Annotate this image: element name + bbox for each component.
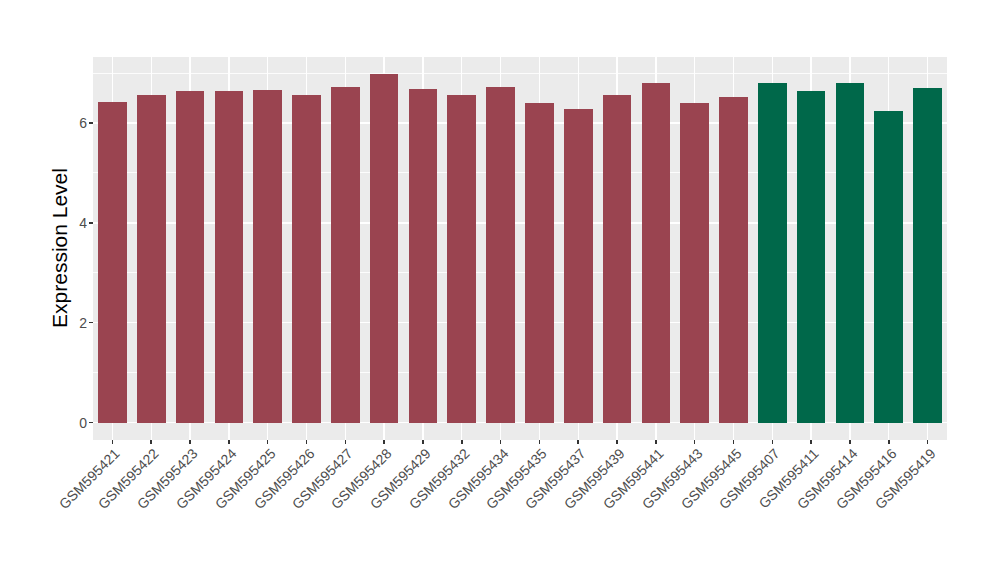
y-tick-label-2: 2	[47, 314, 87, 332]
bar-GSM595424	[215, 91, 244, 422]
y-tick-label-0: 0	[47, 414, 87, 432]
x-tick-mark-GSM595441	[655, 440, 657, 444]
bar-GSM595422	[137, 95, 166, 423]
bar-GSM595426	[292, 95, 321, 423]
chart-panel	[93, 57, 947, 440]
bar-GSM595439	[603, 95, 632, 422]
expression-bar-chart: Expression Level 0246 GSM595421GSM595422…	[0, 0, 1000, 580]
x-tick-mark-GSM595425	[267, 440, 269, 444]
y-axis-title-text: Expression Level	[48, 168, 72, 328]
bar-GSM595441	[642, 83, 671, 422]
bar-GSM595428	[370, 74, 399, 423]
x-tick-mark-GSM595407	[772, 440, 774, 444]
x-tick-mark-GSM595416	[888, 440, 890, 444]
x-tick-mark-GSM595427	[345, 440, 347, 444]
bar-GSM595443	[680, 103, 709, 423]
bar-GSM595421	[98, 102, 127, 422]
bar-GSM595429	[409, 89, 438, 423]
bar-GSM595432	[447, 95, 476, 423]
x-tick-mark-GSM595421	[112, 440, 114, 444]
y-tick-label-4: 4	[47, 214, 87, 232]
bar-GSM595416	[874, 111, 903, 423]
y-tick-label-6: 6	[47, 114, 87, 132]
x-tick-mark-GSM595429	[422, 440, 424, 444]
bar-GSM595445	[719, 97, 748, 423]
bar-GSM595423	[176, 91, 205, 423]
x-tick-mark-GSM595423	[189, 440, 191, 444]
minor-gridline-y7	[93, 73, 947, 74]
x-tick-mark-GSM595414	[849, 440, 851, 444]
bar-GSM595419	[913, 88, 942, 423]
bar-GSM595434	[486, 87, 515, 423]
x-tick-mark-GSM595422	[150, 440, 152, 444]
bar-GSM595414	[836, 83, 865, 422]
x-tick-mark-GSM595434	[500, 440, 502, 444]
x-tick-mark-GSM595428	[383, 440, 385, 444]
bar-GSM595407	[758, 83, 787, 422]
x-tick-mark-GSM595411	[810, 440, 812, 444]
x-tick-mark-GSM595435	[539, 440, 541, 444]
x-tick-mark-GSM595445	[733, 440, 735, 444]
bar-GSM595437	[564, 109, 593, 422]
bar-GSM595427	[331, 87, 360, 423]
x-tick-mark-GSM595424	[228, 440, 230, 444]
x-tick-mark-GSM595419	[927, 440, 929, 444]
bar-GSM595435	[525, 103, 554, 422]
x-tick-mark-GSM595426	[306, 440, 308, 444]
x-tick-mark-GSM595439	[616, 440, 618, 444]
bar-GSM595411	[797, 91, 826, 423]
x-tick-mark-GSM595437	[577, 440, 579, 444]
x-tick-mark-GSM595432	[461, 440, 463, 444]
bar-GSM595425	[253, 90, 282, 423]
x-tick-mark-GSM595443	[694, 440, 696, 444]
